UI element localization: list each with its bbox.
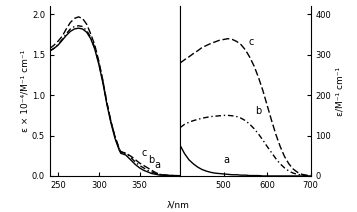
Text: a: a [224, 155, 230, 165]
Text: b: b [148, 155, 154, 165]
Y-axis label: ε × 10⁻⁴/M⁻¹ cm⁻¹: ε × 10⁻⁴/M⁻¹ cm⁻¹ [20, 50, 29, 132]
Text: λ/nm: λ/nm [167, 201, 190, 210]
Text: b: b [255, 106, 261, 116]
Text: c: c [249, 37, 254, 47]
Text: a: a [154, 160, 160, 170]
Text: c: c [141, 148, 147, 158]
Y-axis label: ε/M⁻¹ cm⁻¹: ε/M⁻¹ cm⁻¹ [336, 67, 345, 116]
